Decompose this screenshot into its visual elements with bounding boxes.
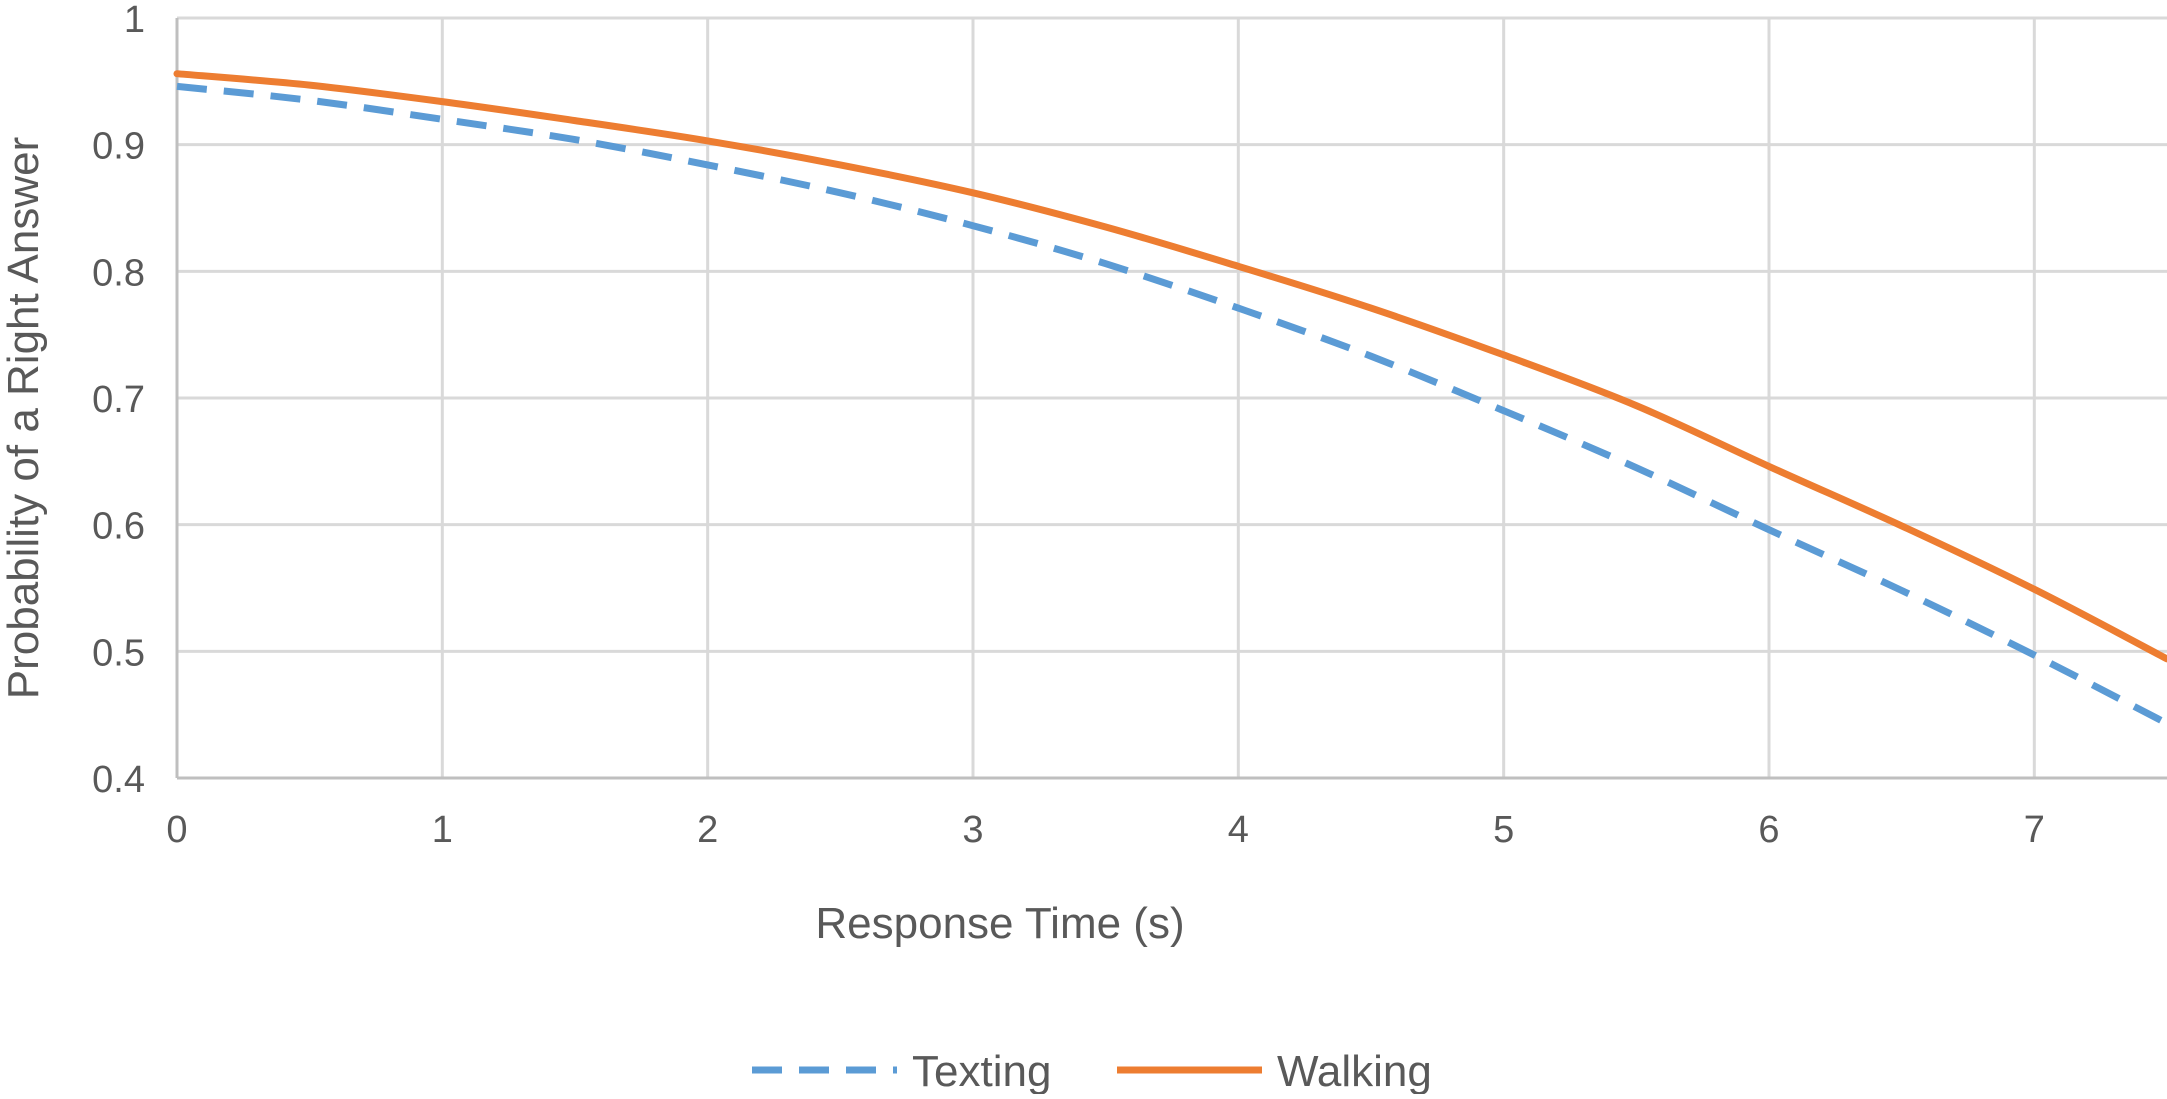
x-tick-label: 3 [962,809,983,851]
legend-label-walking: Walking [1277,1047,1432,1094]
series-lines [173,70,2167,727]
y-tick-label: 0.9 [92,126,145,168]
x-tick-label: 1 [432,809,453,851]
gridlines [177,16,2167,778]
x-tick-label: 5 [1493,809,1514,851]
y-tick-label: 0.5 [92,632,145,674]
x-tick-label: 6 [1758,809,1779,851]
x-tick-label: 2 [697,809,718,851]
y-tick-label: 1 [124,0,145,41]
series-line-walking [173,70,2167,663]
x-tick-label: 4 [1228,809,1249,851]
legend: Texting Walking [752,1047,1432,1096]
y-tick-label: 0.6 [92,506,145,548]
series-line-texting [176,82,2167,727]
y-tick-label: 0.7 [92,379,145,421]
y-axis-title: Probability of a Right Answer [0,137,48,700]
y-tick-label: 0.4 [92,759,145,801]
tick-labels: 0.4 0.5 0.6 0.7 0.8 0.9 1 0 1 2 3 4 5 6 7 [92,0,2045,851]
x-tick-label: 0 [166,809,187,851]
axes [175,18,2167,780]
legend-label-texting: Texting [912,1047,1051,1094]
x-tick-label: 7 [2024,809,2045,851]
y-tick-label: 0.8 [92,252,145,294]
x-axis-title: Response Time (s) [815,899,1184,948]
